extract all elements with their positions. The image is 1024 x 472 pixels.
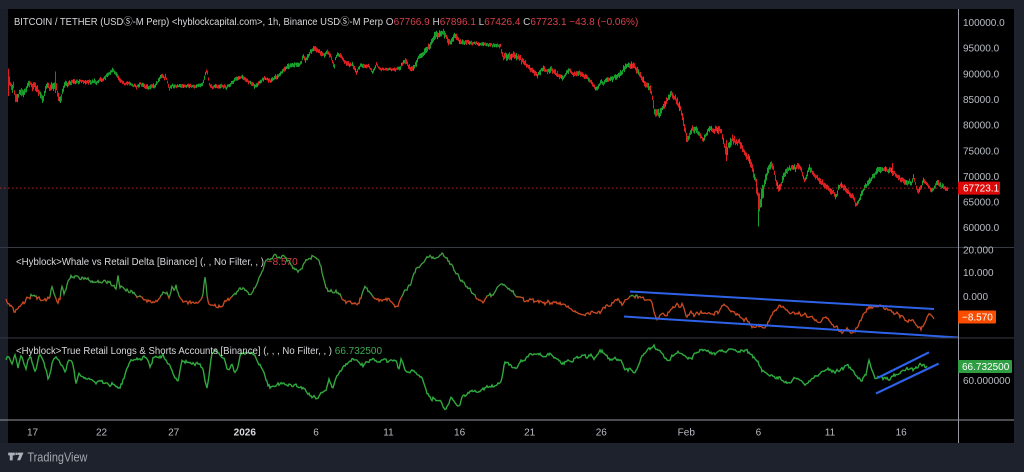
svg-text:<Hyblock>Whale vs Retail Delta: <Hyblock>Whale vs Retail Delta [Binance]… bbox=[16, 257, 298, 268]
svg-text:70000.0: 70000.0 bbox=[963, 172, 1000, 183]
svg-text:26: 26 bbox=[596, 428, 608, 439]
svg-text:95000.0: 95000.0 bbox=[963, 44, 1000, 55]
svg-text:27: 27 bbox=[168, 428, 180, 439]
svg-text:60.000000: 60.000000 bbox=[963, 376, 1011, 387]
svg-text:20.000: 20.000 bbox=[963, 246, 994, 257]
svg-text:11: 11 bbox=[825, 428, 836, 439]
svg-text:65000.0: 65000.0 bbox=[963, 198, 1000, 209]
svg-text:67723.1: 67723.1 bbox=[963, 184, 1000, 195]
svg-text:6: 6 bbox=[313, 428, 319, 439]
svg-text:Feb: Feb bbox=[678, 428, 696, 439]
svg-text:TradingView: TradingView bbox=[27, 451, 88, 465]
svg-text:0.000: 0.000 bbox=[963, 292, 988, 303]
svg-text:60000.0: 60000.0 bbox=[963, 223, 1000, 234]
svg-text:−8.570: −8.570 bbox=[962, 313, 993, 324]
svg-text:21: 21 bbox=[524, 428, 536, 439]
svg-text:100000.0: 100000.0 bbox=[963, 18, 1005, 29]
svg-text:BITCOIN / TETHER (USDⓈ-M Perp): BITCOIN / TETHER (USDⓈ-M Perp) <hyblockc… bbox=[14, 16, 638, 28]
svg-text:75000.0: 75000.0 bbox=[963, 146, 1000, 157]
svg-text:11: 11 bbox=[383, 428, 394, 439]
svg-text:2026: 2026 bbox=[234, 428, 257, 439]
svg-text:66.732500: 66.732500 bbox=[962, 362, 1010, 373]
svg-text:90000.0: 90000.0 bbox=[963, 69, 1000, 80]
svg-text:16: 16 bbox=[896, 428, 908, 439]
svg-text:<Hyblock>True Retail Longs & S: <Hyblock>True Retail Longs & Shorts Acco… bbox=[16, 346, 382, 357]
svg-text:17: 17 bbox=[27, 428, 39, 439]
svg-text:85000.0: 85000.0 bbox=[963, 95, 1000, 106]
svg-text:10.000: 10.000 bbox=[963, 268, 994, 279]
svg-text:22: 22 bbox=[96, 428, 108, 439]
svg-text:80000.0: 80000.0 bbox=[963, 121, 1000, 132]
svg-text:6: 6 bbox=[756, 428, 762, 439]
svg-text:16: 16 bbox=[454, 428, 466, 439]
